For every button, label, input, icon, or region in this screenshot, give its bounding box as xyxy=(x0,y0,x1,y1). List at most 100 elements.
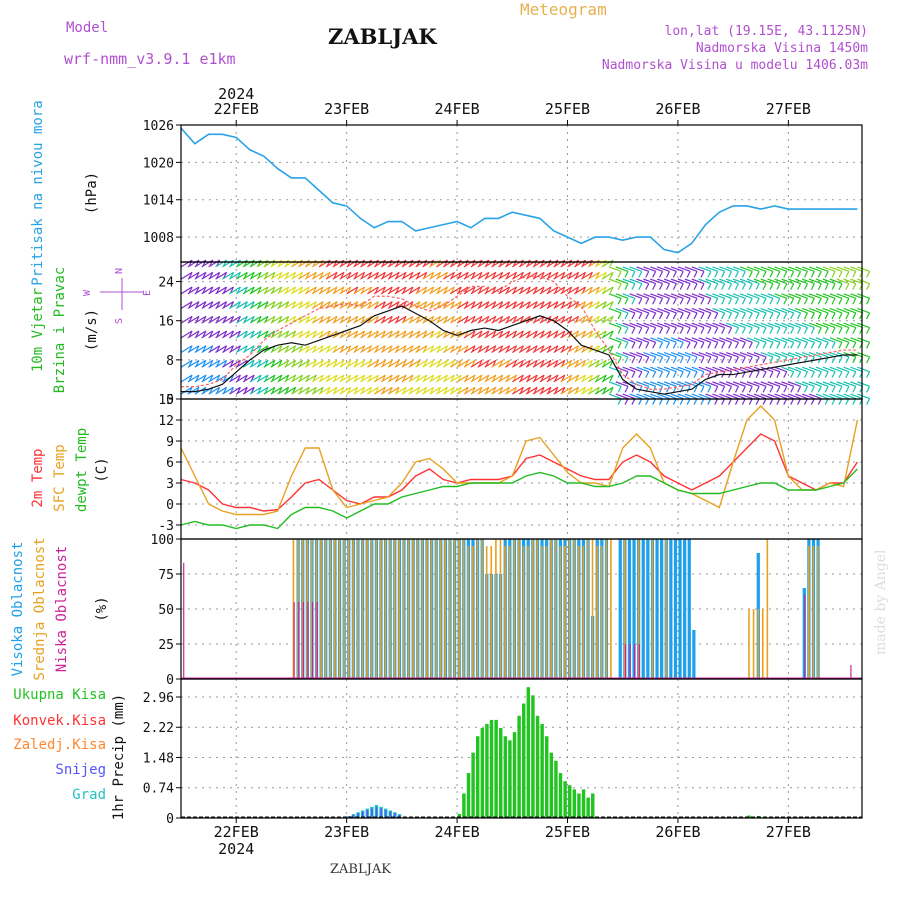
wind-barb-flag xyxy=(790,297,795,305)
wind-barb xyxy=(539,359,552,368)
wind-barb-flag xyxy=(354,387,359,394)
wind-barb xyxy=(332,359,345,368)
wind-barb-flag xyxy=(831,271,836,278)
wind-barb-flag xyxy=(292,387,297,394)
wind-barb-flag xyxy=(409,259,414,267)
wind-barb-flag xyxy=(581,374,587,382)
wind-barb-flag xyxy=(624,356,629,364)
wind-barb-flag xyxy=(575,330,580,338)
wind-barb-flag xyxy=(686,342,691,349)
wind-barb xyxy=(636,322,649,329)
wind-barb-flag xyxy=(443,301,448,308)
wind-barb xyxy=(270,259,283,268)
compass-e: E xyxy=(142,290,153,296)
wind-barb-flag xyxy=(547,330,552,338)
wind-barb xyxy=(567,271,579,280)
wind-barb xyxy=(470,359,483,368)
wind-barb-flag xyxy=(526,345,531,352)
wind-barb-flag xyxy=(595,301,600,308)
wind-barb-flag xyxy=(575,374,580,382)
ytick-label: 0 xyxy=(166,673,174,688)
wind-barb xyxy=(622,307,636,314)
wind-barb xyxy=(843,322,857,329)
wind-barb-flag xyxy=(561,259,566,267)
wind-barb-flag xyxy=(748,371,753,378)
wind-barb-flag xyxy=(512,259,518,267)
wind-barb xyxy=(684,366,698,373)
wind-barb-flag xyxy=(672,297,677,305)
wind-barb-flag xyxy=(581,360,587,367)
wind-barb xyxy=(746,266,760,272)
wind-barb xyxy=(732,393,746,400)
cloud-ylabel-low: Niska Oblacnost xyxy=(54,546,70,672)
wind-barb-flag xyxy=(229,316,235,323)
wind-barb xyxy=(781,366,794,373)
wind-barb-flag xyxy=(783,386,788,393)
pressure-unit: (hPa) xyxy=(84,172,100,214)
wind-barb-flag xyxy=(728,297,733,305)
wind-barb xyxy=(539,315,552,324)
wind-barb xyxy=(712,266,725,272)
wind-barb-flag xyxy=(278,272,283,279)
wind-barb-flag xyxy=(312,374,317,382)
wind-barb-flag xyxy=(437,316,442,323)
ytick-label: 12 xyxy=(158,414,174,429)
wind-barb xyxy=(560,301,573,309)
ytick-label: 0 xyxy=(166,393,174,408)
wind-barb-flag xyxy=(693,297,698,305)
wind-barb xyxy=(270,301,283,309)
wind-barb xyxy=(270,315,283,324)
wind-ylabel-2: Brzina i Pravac xyxy=(52,267,68,393)
wind-barb-flag xyxy=(457,360,462,367)
wind-barb-flag xyxy=(347,330,352,338)
wind-barb xyxy=(408,374,421,383)
wind-barb-flag xyxy=(367,387,373,394)
wind-barb-flag xyxy=(561,345,566,352)
wind-barb xyxy=(712,322,725,329)
wind-barb-flag xyxy=(810,271,815,278)
wind-barb-flag xyxy=(679,283,684,290)
wind-barb xyxy=(518,330,531,339)
wind-barb xyxy=(815,293,829,299)
wind-barb-flag xyxy=(485,316,490,323)
wind-barb-flag xyxy=(492,360,497,367)
wind-barb-flag xyxy=(216,259,221,267)
cloud-low-bar xyxy=(316,602,318,679)
day-label-top: 26FEB xyxy=(655,100,700,118)
wind-barb xyxy=(546,345,559,354)
wind-barb-flag xyxy=(728,283,733,290)
wind-barb-flag xyxy=(810,342,815,349)
wind-barb xyxy=(753,393,767,400)
wind-barb xyxy=(339,259,352,268)
cloud-high-bar xyxy=(618,539,622,679)
wind-barb xyxy=(229,301,241,309)
precip-bar xyxy=(489,719,494,818)
wind-barb xyxy=(712,307,725,314)
ytick-label: 25 xyxy=(158,638,174,653)
wind-barb xyxy=(325,386,338,395)
wind-barb xyxy=(581,301,593,309)
wind-barb-flag xyxy=(554,330,559,338)
wind-barb xyxy=(746,322,760,329)
wind-barb xyxy=(215,286,227,295)
wind-barb-flag xyxy=(575,286,580,294)
wind-barb-flag xyxy=(409,272,414,279)
wind-barb-flag xyxy=(471,286,476,294)
wind-barb xyxy=(180,301,193,309)
snow-bar xyxy=(384,810,387,818)
wind-barb xyxy=(208,359,221,368)
wind-barb xyxy=(760,351,774,358)
elevation-text: Nadmorska Visina 1450m xyxy=(695,41,868,56)
wind-barb-flag xyxy=(533,345,538,352)
wind-barb-flag xyxy=(762,297,767,305)
wind-barb xyxy=(511,374,524,383)
wind-barb xyxy=(622,278,636,285)
wind-barb xyxy=(539,374,552,383)
wind-barb xyxy=(525,301,538,309)
wind-barb xyxy=(636,278,649,285)
wind-barb-flag xyxy=(374,272,379,279)
wind-barb-flag xyxy=(402,345,407,352)
wind-barb-flag xyxy=(803,342,809,349)
wind-barb-flag xyxy=(319,374,324,382)
ytick-label: 0 xyxy=(166,498,174,513)
